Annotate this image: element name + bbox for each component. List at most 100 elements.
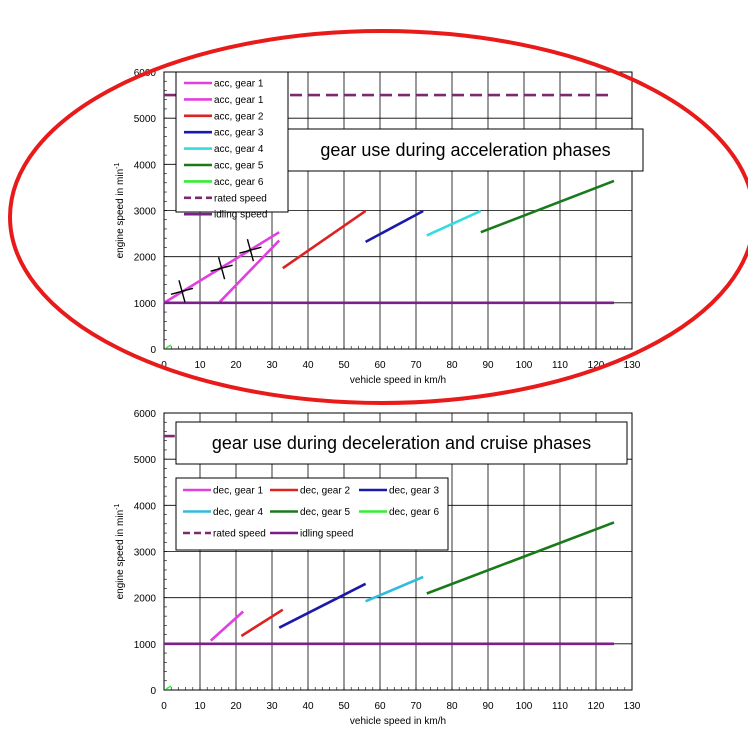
legend-label: acc, gear 3: [214, 128, 264, 139]
series-line-acc-gear-3: [364, 209, 424, 244]
legend-box: [175, 71, 289, 213]
legend-label: acc, gear 5: [214, 161, 264, 172]
x-axis-label: vehicle speed in km/h: [350, 375, 446, 386]
legend-label: dec, gear 1: [213, 486, 263, 497]
legend-label: rated speed: [214, 193, 267, 204]
legend-label: acc, gear 4: [214, 144, 264, 155]
x-tick-label: 20: [230, 701, 242, 712]
legend-entry: idling speed: [184, 210, 267, 221]
x-tick-label: 50: [338, 360, 350, 371]
x-tick-label: 120: [588, 360, 605, 371]
x-tick-label: 70: [410, 360, 422, 371]
series-line-acc-gear-5: [480, 179, 615, 234]
legend-entry: idling speed: [270, 529, 353, 540]
x-tick-label: 80: [446, 701, 458, 712]
y-tick-label: 2000: [134, 594, 157, 605]
series-line-dec-gear-5: [426, 521, 615, 595]
legend-entry: dec, gear 1: [183, 486, 263, 497]
series-line-dec-gear-3: [278, 582, 367, 629]
legend-entry: acc, gear 1: [184, 79, 264, 90]
series-line-dec-gear-2: [240, 608, 284, 638]
series-line-acc-gear-4: [426, 209, 482, 237]
x-tick-label: 80: [446, 360, 458, 371]
x-tick-label: 50: [338, 701, 350, 712]
y-tick-label: 1000: [134, 640, 157, 651]
legend-entry: dec, gear 4: [183, 507, 263, 518]
y-axis-label: engine speed in min-1: [114, 163, 126, 259]
series-line-dec-gear-4: [365, 575, 424, 603]
legend-box: [175, 477, 449, 551]
legend-label: acc, gear 6: [214, 177, 264, 188]
x-tick-label: 110: [552, 360, 568, 371]
x-tick-label: 60: [374, 360, 386, 371]
x-tick-label: 70: [410, 701, 422, 712]
legend-entry: acc, gear 1: [184, 95, 264, 106]
chart-title: gear use during acceleration phases: [320, 140, 610, 160]
x-tick-label: 110: [552, 701, 568, 712]
x-tick-label: 0: [161, 360, 167, 371]
legend-label: acc, gear 1: [214, 79, 264, 90]
x-tick-label: 120: [588, 701, 605, 712]
chart-deceleration: 0 10 20 30 40 50 60 70 80 90 100 110 120 130 0 1000 2000…: [114, 409, 641, 727]
x-tick-label: 100: [516, 360, 533, 371]
title-box: [175, 421, 628, 465]
y-tick-label: 3000: [134, 207, 157, 218]
legend-label: idling speed: [214, 210, 267, 221]
x-tick-label: 20: [230, 360, 242, 371]
y-axis-label: engine speed in min-1: [114, 504, 126, 600]
x-tick-label: 90: [482, 360, 494, 371]
x-tick-label: 0: [161, 701, 167, 712]
y-tick-label: 4000: [134, 160, 157, 171]
x-tick-label: 100: [516, 701, 533, 712]
red-ellipse-annotation: [8, 29, 748, 405]
x-tick-label: 30: [266, 360, 278, 371]
x-tick-label: 10: [194, 360, 206, 371]
legend-entry: rated speed: [184, 193, 267, 204]
x-tick-label: 40: [302, 360, 314, 371]
y-tick-label: 0: [150, 686, 156, 697]
x-tick-label: 90: [482, 701, 494, 712]
legend-entry: dec, gear 3: [359, 486, 439, 497]
chart-acceleration: 0 10 20 30 40 50 60 70 80 90 100 110 120 130 0 1000 2000…: [114, 68, 644, 386]
x-tick-label: 40: [302, 701, 314, 712]
legend-label: idling speed: [300, 529, 353, 540]
y-tick-label: 5000: [134, 114, 157, 125]
legend-entry: dec, gear 2: [270, 486, 350, 497]
x-tick-label: 60: [374, 701, 386, 712]
series-line-acc-gear-2: [282, 209, 367, 270]
origin-mark: [165, 344, 172, 349]
legend-label: dec, gear 5: [300, 507, 350, 518]
legend-entry: acc, gear 5: [184, 161, 264, 172]
cross-marker: [210, 257, 233, 280]
legend-label: dec, gear 4: [213, 507, 263, 518]
origin-mark: [165, 685, 172, 690]
x-tick-label: 130: [624, 701, 641, 712]
legend-label: dec, gear 3: [389, 486, 439, 497]
legend-label: dec, gear 6: [389, 507, 439, 518]
cross-marker: [170, 280, 194, 303]
y-tick-label: 4000: [134, 501, 157, 512]
y-tick-label: 6000: [134, 409, 157, 420]
legend-entry: rated speed: [183, 529, 266, 540]
y-tick-label: 1000: [134, 299, 157, 310]
x-tick-label: 30: [266, 701, 278, 712]
y-tick-label: 5000: [134, 455, 157, 466]
legend-label: rated speed: [213, 529, 266, 540]
x-tick-label: 10: [194, 701, 206, 712]
legend-label: dec, gear 2: [300, 486, 350, 497]
title-box: [287, 128, 644, 172]
series-line-dec-gear-1: [209, 610, 245, 642]
legend-label: acc, gear 1: [214, 95, 264, 106]
y-tick-label: 0: [150, 345, 156, 356]
y-tick-label: 2000: [134, 253, 157, 264]
cross-marker: [239, 239, 262, 262]
y-tick-label: 3000: [134, 548, 157, 559]
legend-entry: acc, gear 3: [184, 128, 264, 139]
x-axis-label: vehicle speed in km/h: [350, 716, 446, 727]
x-tick-label: 130: [624, 360, 641, 371]
legend-label: acc, gear 2: [214, 111, 264, 122]
chart-title: gear use during deceleration and cruise …: [212, 433, 591, 453]
legend-entry: acc, gear 4: [184, 144, 264, 155]
